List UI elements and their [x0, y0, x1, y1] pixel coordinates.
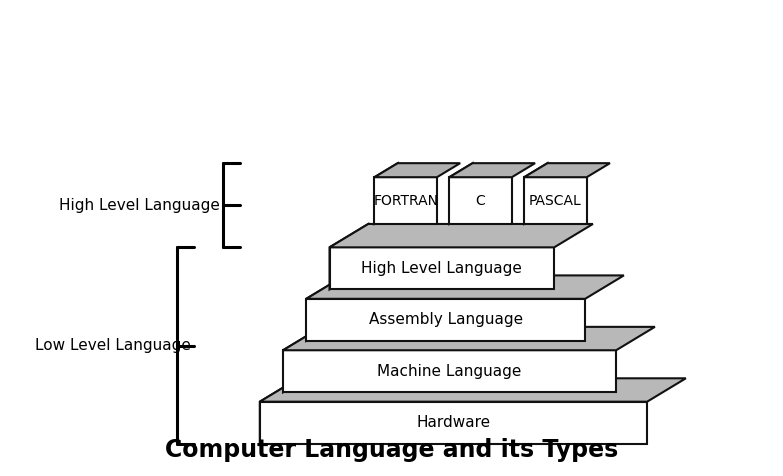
- Text: Assembly Language: Assembly Language: [369, 312, 523, 327]
- Polygon shape: [374, 163, 460, 177]
- Text: High Level Language: High Level Language: [60, 198, 220, 213]
- Polygon shape: [449, 177, 512, 224]
- Polygon shape: [525, 177, 586, 224]
- Polygon shape: [449, 163, 473, 224]
- Text: C: C: [476, 194, 485, 208]
- Polygon shape: [374, 177, 437, 224]
- Polygon shape: [449, 163, 535, 177]
- Polygon shape: [330, 224, 368, 289]
- Polygon shape: [283, 350, 616, 392]
- Text: Computer Language and its Types: Computer Language and its Types: [165, 438, 618, 463]
- Polygon shape: [260, 378, 686, 402]
- Polygon shape: [306, 276, 624, 299]
- Polygon shape: [330, 248, 554, 289]
- Polygon shape: [374, 163, 398, 224]
- Polygon shape: [330, 224, 593, 248]
- Text: Low Level Language: Low Level Language: [34, 338, 190, 353]
- Text: Machine Language: Machine Language: [377, 364, 521, 379]
- Text: High Level Language: High Level Language: [362, 261, 522, 276]
- Text: FORTRAN: FORTRAN: [373, 194, 438, 208]
- Polygon shape: [306, 299, 585, 341]
- Polygon shape: [283, 327, 322, 392]
- Text: PASCAL: PASCAL: [529, 194, 582, 208]
- Polygon shape: [525, 163, 610, 177]
- Polygon shape: [525, 163, 547, 224]
- Polygon shape: [283, 327, 655, 350]
- Polygon shape: [260, 378, 298, 444]
- Polygon shape: [306, 276, 345, 341]
- Polygon shape: [260, 402, 647, 444]
- Text: Hardware: Hardware: [417, 415, 490, 430]
